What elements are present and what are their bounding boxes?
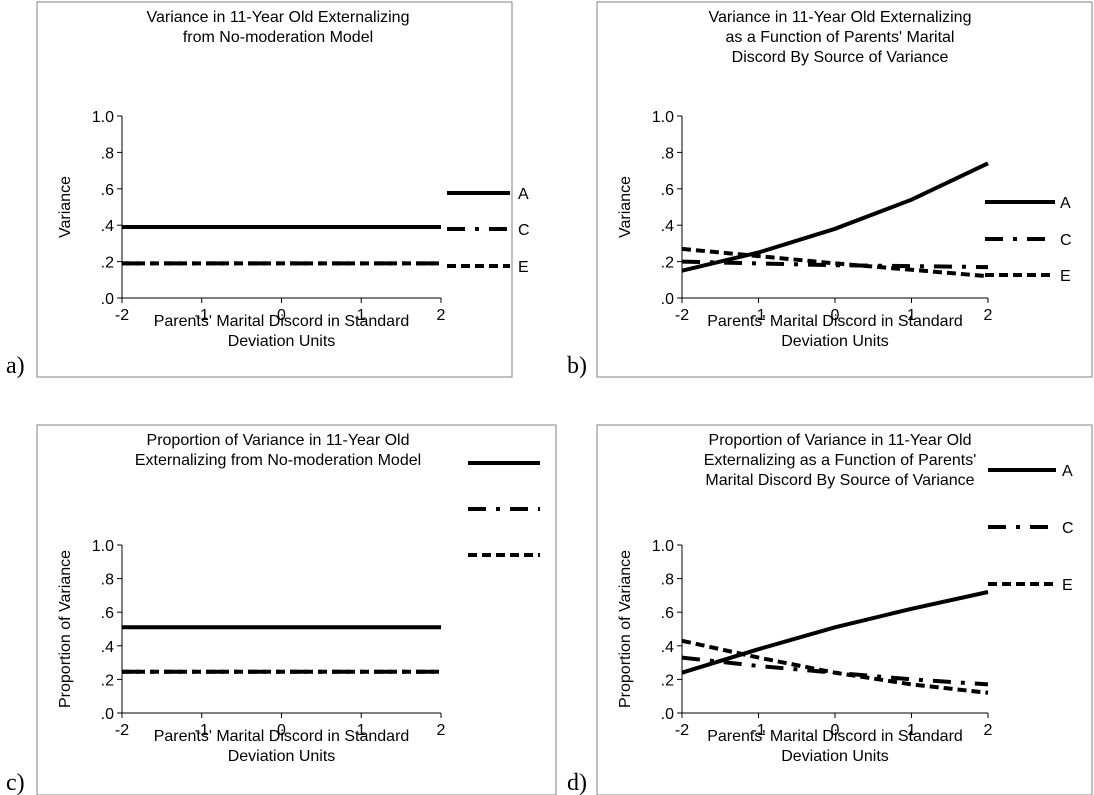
series-line-C [681,259,989,270]
chart-title-line: Externalizing as a Function of Parents' [704,452,977,469]
x-tick-label: -1 [751,307,765,324]
x-tick-label: 0 [831,722,840,739]
y-tick-label: .0 [661,706,674,723]
x-tick-label: -1 [751,722,765,739]
x-tick-label: -2 [115,722,129,739]
y-tick-label: .2 [661,672,674,689]
chart-panel-3: Proportion of Variance in 11-Year Old Ext… [6,424,557,795]
x-axis-label: Deviation Units [781,748,889,765]
legend-label: C [1060,232,1072,249]
y-tick-label: .4 [661,639,674,656]
panel-frame [596,424,1093,795]
series-line-A [681,161,989,273]
chart-panel-2: Variance in 11-Year Old Externalizing as … [567,1,1093,379]
y-tick-label: 1.0 [92,538,114,555]
panel-frame [36,1,513,378]
legend-label: C [518,222,530,239]
y-axis-label: Variance [57,176,74,238]
y-tick-label: .6 [101,605,114,622]
legend-label: C [1062,520,1074,537]
chart-title-line: Variance in 11-Year Old Externalizing [147,9,410,26]
x-tick-label: 2 [437,307,446,324]
y-tick-label: .0 [661,291,674,308]
y-tick-label: 1.0 [652,538,674,555]
x-tick-label: 0 [277,307,286,324]
x-axis-label: Deviation Units [228,748,336,765]
chart-title-line: from No-moderation Model [183,29,373,46]
series-line-A [681,590,989,675]
legend-label: A [518,186,529,203]
x-axis-label: Parents' Marital Discord in Standard [707,728,963,745]
x-tick-label: -1 [195,307,209,324]
x-axis-label: Deviation Units [781,333,889,350]
chart-panel-1: Variance in 11-Year Old Externalizing fro… [6,1,530,379]
panel-frame [596,1,1093,378]
series-line-E [681,638,989,695]
chart-title-line: Marital Discord By Source of Variance [705,472,974,489]
panel-frame [36,424,557,795]
y-tick-label: .0 [101,291,114,308]
chart-title-line: as a Function of Parents' Marital [726,29,955,46]
x-tick-label: 2 [984,307,993,324]
y-tick-label: .6 [101,182,114,199]
panel-label: c) [6,770,25,795]
y-axis-label: Proportion of Variance [57,550,74,708]
y-tick-label: 1.0 [92,109,114,126]
x-tick-label: 0 [277,722,286,739]
y-tick-label: .8 [101,145,114,162]
y-tick-label: .0 [101,706,114,723]
chart-title-line: Proportion of Variance in 11-Year Old [147,432,410,449]
panel-label: a) [6,353,25,379]
y-tick-label: .8 [101,572,114,589]
chart-title-line: Variance in 11-Year Old Externalizing [709,9,972,26]
legend-label: A [1062,463,1073,480]
x-axis-label: Parents' Marital Discord in Standard [154,728,410,745]
y-tick-label: .6 [661,605,674,622]
x-tick-label: 1 [357,722,366,739]
x-tick-label: 2 [984,722,993,739]
y-axis-label: Variance [617,176,634,238]
y-tick-label: 1.0 [652,109,674,126]
y-tick-label: .2 [661,255,674,272]
x-tick-label: 0 [831,307,840,324]
y-tick-label: .8 [661,145,674,162]
y-tick-label: .4 [101,639,114,656]
x-tick-label: -2 [115,307,129,324]
x-tick-label: -2 [675,307,689,324]
chart-title-line: Proportion of Variance in 11-Year Old [709,432,972,449]
panel-label: b) [567,353,587,379]
chart-panel-4: Proportion of Variance in 11-Year Old Ext… [567,424,1093,795]
x-tick-label: -1 [195,722,209,739]
chart-title-line: Externalizing from No-moderation Model [135,452,421,469]
y-tick-label: .4 [101,218,114,235]
x-axis-label: Deviation Units [228,333,336,350]
x-tick-label: 1 [357,307,366,324]
legend-label: E [1060,268,1071,285]
legend-label: E [1062,577,1073,594]
y-tick-label: .4 [661,218,674,235]
y-tick-label: .2 [101,255,114,272]
x-tick-label: -2 [675,722,689,739]
legend-label: E [518,259,529,276]
y-tick-label: .6 [661,182,674,199]
y-axis-label: Proportion of Variance [617,550,634,708]
y-tick-label: .2 [101,672,114,689]
x-tick-label: 1 [907,307,916,324]
x-tick-label: 1 [907,722,916,739]
legend-label: A [1060,195,1071,212]
chart-title-line: Discord By Source of Variance [732,49,949,66]
x-axis-label: Parents' Marital Discord in Standard [707,313,963,330]
x-axis-label: Parents' Marital Discord in Standard [154,313,410,330]
series-line-C [681,655,989,687]
y-tick-label: .8 [661,572,674,589]
x-tick-label: 2 [437,722,446,739]
panel-label: d) [567,770,587,795]
series-line-E [681,246,989,279]
